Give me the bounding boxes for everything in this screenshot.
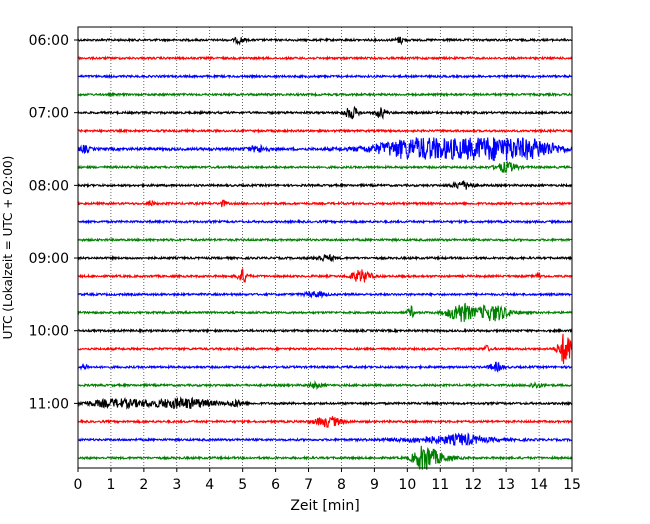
x-tick-label: 7 [304, 477, 313, 493]
trace-1030 [77, 361, 573, 373]
trace-1000 [77, 327, 573, 334]
x-tick-label: 11 [431, 477, 449, 493]
trace-1015 [77, 333, 573, 365]
x-tick-label: 8 [337, 477, 346, 493]
y-tick-label: 07:00 [29, 106, 69, 122]
x-tick-label: 15 [563, 477, 581, 493]
trace-0800 [77, 180, 573, 190]
y-tick-label: 08:00 [29, 178, 69, 194]
x-axis-label: Zeit [min] [290, 498, 359, 514]
trace-0600 [77, 36, 573, 46]
trace-1045 [77, 380, 573, 391]
x-tick-label: 13 [497, 477, 515, 493]
trace-0645 [77, 91, 573, 98]
trace-0615 [77, 55, 573, 62]
trace-0945 [77, 302, 573, 323]
trace-0900 [77, 253, 573, 263]
trace-0815 [77, 199, 573, 208]
trace-0700 [77, 105, 573, 121]
trace-0930 [77, 290, 573, 299]
trace-0730 [77, 137, 573, 162]
traces-layer [77, 36, 573, 470]
x-tick-label: 9 [370, 477, 379, 493]
trace-0745 [77, 161, 573, 174]
trace-0630 [77, 73, 573, 80]
y-tick-label: 11:00 [29, 396, 69, 412]
trace-0915 [77, 268, 573, 283]
trace-1145 [77, 445, 573, 470]
x-tick-label: 4 [205, 477, 214, 493]
x-tick-label: 1 [106, 477, 115, 493]
x-tick-label: 6 [271, 477, 280, 493]
trace-0845 [77, 236, 573, 243]
x-tick-label: 14 [530, 477, 548, 493]
y-tick-label: 06:00 [29, 33, 69, 49]
x-tick-label: 3 [172, 477, 181, 493]
y-axis-label: UTC (Lokalzeit = UTC + 02:00) [1, 156, 15, 340]
trace-0830 [77, 218, 573, 225]
trace-0715 [77, 127, 573, 134]
trace-1130 [77, 432, 573, 446]
trace-1115 [77, 416, 573, 428]
x-tick-label: 10 [398, 477, 416, 493]
x-tick-label: 12 [464, 477, 482, 493]
y-axis: 06:00 07:00 08:00 09:00 10:00 11:00 [29, 33, 78, 412]
x-tick-label: 5 [238, 477, 247, 493]
x-axis: 0 1 2 3 4 5 6 7 8 9 10 11 12 13 14 15 [74, 468, 581, 493]
trace-1100 [77, 396, 573, 410]
x-tick-label: 2 [139, 477, 148, 493]
y-tick-label: 09:00 [29, 251, 69, 267]
y-tick-label: 10:00 [29, 324, 69, 340]
plot-frame [77, 26, 573, 469]
x-tick-label: 0 [74, 477, 83, 493]
